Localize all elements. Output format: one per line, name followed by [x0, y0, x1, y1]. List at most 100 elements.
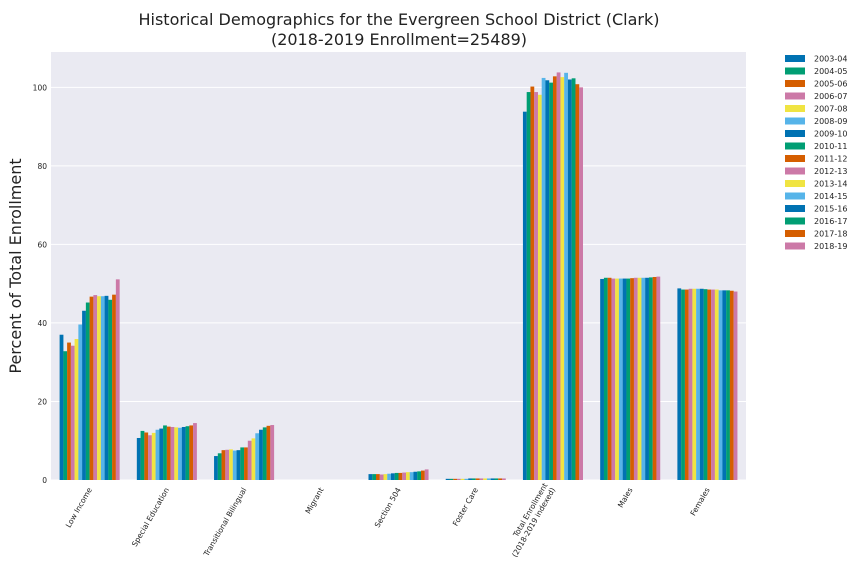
- legend-swatch: [785, 142, 805, 150]
- bar: [221, 450, 226, 480]
- bar: [67, 342, 71, 480]
- bar: [692, 288, 697, 480]
- bar: [59, 334, 64, 480]
- bar: [579, 87, 583, 480]
- bar: [600, 278, 604, 480]
- bar: [170, 426, 175, 480]
- bar: [545, 80, 550, 481]
- bar: [398, 472, 403, 480]
- bar: [89, 296, 94, 480]
- bar: [726, 290, 730, 480]
- bar: [626, 278, 631, 480]
- bar: [391, 473, 395, 480]
- bar: [630, 278, 634, 480]
- legend-label: 2016-17: [814, 217, 847, 226]
- bar: [247, 440, 252, 480]
- legend-swatch: [785, 167, 805, 175]
- bar: [240, 447, 245, 480]
- bar: [541, 77, 546, 481]
- bar: [475, 478, 480, 480]
- legend-swatch: [785, 155, 805, 162]
- bar: [144, 432, 149, 480]
- bar: [460, 478, 465, 480]
- bar: [151, 432, 156, 480]
- bar: [394, 472, 399, 480]
- bar: [270, 425, 275, 480]
- legend-label: 2012-13: [814, 167, 847, 176]
- y-tick-label: 80: [37, 162, 47, 171]
- bar: [490, 478, 495, 480]
- bar: [251, 438, 256, 480]
- bar: [552, 76, 557, 480]
- y-tick-label: 100: [33, 83, 48, 92]
- bar: [217, 453, 222, 480]
- bar: [262, 427, 267, 480]
- bar: [468, 478, 473, 480]
- legend-label: 2013-14: [814, 180, 847, 189]
- bar: [189, 425, 194, 480]
- bar: [453, 478, 458, 480]
- x-tick-label: Males: [616, 486, 635, 509]
- chart-subtitle: (2018-2019 Enrollment=25489): [271, 30, 527, 49]
- bar: [136, 437, 141, 480]
- legend-label: 2017-18: [814, 230, 847, 239]
- legend-label: 2009-10: [814, 130, 847, 139]
- bar: [108, 299, 113, 480]
- bar: [464, 478, 469, 480]
- bars: [59, 72, 738, 481]
- bar: [259, 429, 263, 480]
- bar: [82, 310, 86, 480]
- bar: [615, 278, 619, 480]
- bar: [236, 450, 241, 480]
- bar: [494, 478, 499, 480]
- bar: [534, 92, 538, 481]
- y-tick-label: 20: [37, 397, 47, 406]
- legend: 2003-04 2004-05 2005-06 2006-07 2007-08 2008-…: [785, 55, 847, 251]
- bar: [656, 276, 661, 480]
- legend-label: 2006-07: [814, 92, 847, 101]
- legend-label: 2008-09: [814, 117, 847, 126]
- bar: [174, 427, 179, 480]
- bar: [567, 79, 572, 481]
- bar: [104, 295, 109, 480]
- bar: [729, 290, 734, 480]
- x-tick-label: Section 504: [373, 486, 403, 529]
- bar: [421, 470, 425, 480]
- bar: [556, 72, 561, 481]
- bar: [97, 296, 101, 480]
- bar: [711, 289, 715, 480]
- x-tick-label: Females: [688, 486, 711, 517]
- bar: [571, 78, 576, 480]
- legend-swatch: [785, 242, 805, 250]
- bar: [486, 478, 491, 480]
- bar: [633, 277, 638, 480]
- bar: [575, 84, 580, 480]
- bar: [383, 474, 388, 480]
- bar: [522, 111, 527, 481]
- legend-swatch: [785, 130, 805, 137]
- bar: [526, 92, 531, 481]
- bar: [696, 288, 700, 480]
- x-tick-label: Foster Care: [451, 486, 480, 528]
- bar: [402, 472, 407, 480]
- legend-swatch: [785, 55, 805, 62]
- bar: [100, 296, 105, 480]
- bar: [185, 426, 190, 480]
- legend-label: 2011-12: [814, 155, 847, 164]
- bar: [178, 427, 182, 480]
- bar: [70, 345, 75, 480]
- bar: [718, 290, 723, 480]
- bar: [413, 471, 418, 480]
- bar: [229, 449, 233, 480]
- bar: [618, 278, 623, 480]
- bar: [155, 429, 160, 480]
- y-tick-label: 60: [37, 240, 47, 249]
- x-tick-label: Transitional Bilingual: [201, 486, 248, 559]
- bar: [63, 351, 68, 480]
- bar: [424, 469, 429, 480]
- bar: [74, 339, 79, 480]
- bar: [652, 276, 657, 480]
- legend-label: 2003-04: [814, 55, 847, 64]
- x-tick-labels: Low Income Special Education Transitional …: [64, 481, 712, 558]
